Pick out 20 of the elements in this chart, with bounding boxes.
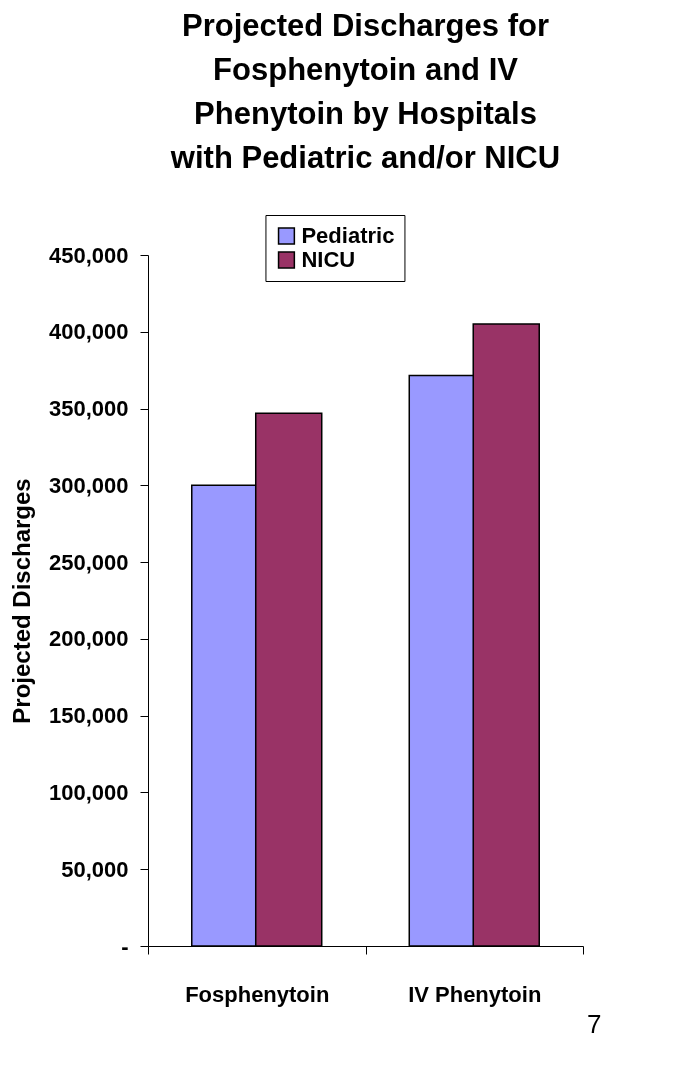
y-tick-label: 250,000 [48, 549, 129, 575]
y-tick-label: 100,000 [48, 779, 129, 805]
y-axis-title: Projected Discharges [7, 478, 35, 724]
y-tick-label: 350,000 [48, 396, 129, 422]
legend-label: Pediatric [301, 223, 395, 248]
y-tick-label: 200,000 [48, 626, 129, 652]
text: Fosphenytoin and IV [213, 51, 518, 87]
text: Phenytoin by Hospitals [194, 95, 537, 131]
y-tick-label: 450,000 [48, 242, 129, 268]
text: with Pediatric and/or NICU [170, 139, 561, 175]
text: 7 [587, 1009, 602, 1039]
legend-label: NICU [301, 247, 356, 272]
text: Projected Discharges for [182, 7, 549, 43]
y-tick-label: 300,000 [48, 472, 129, 498]
y-tick-label: - [121, 933, 129, 959]
x-tick-label: IV Phenytoin [408, 981, 542, 1007]
x-tick-label: Fosphenytoin [185, 981, 330, 1007]
y-tick-label: 50,000 [61, 856, 129, 882]
y-tick-label: 150,000 [48, 703, 129, 729]
y-tick-label: 400,000 [48, 319, 129, 345]
